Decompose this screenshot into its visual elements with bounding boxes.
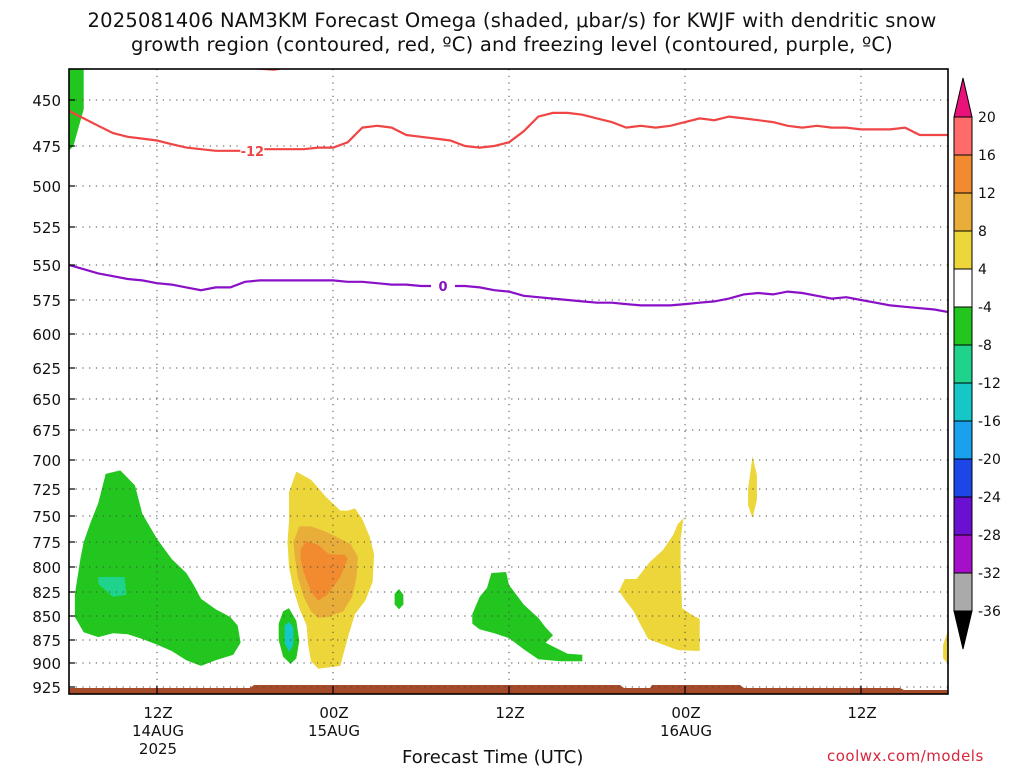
- colorbar-label: -24: [978, 490, 1001, 506]
- x-tick-label: 00Z: [319, 704, 348, 722]
- omega-region-0: [69, 69, 84, 151]
- x-tick-label: 00Z: [671, 704, 700, 722]
- omega-region-2: [98, 577, 127, 597]
- colorbar-label: 4: [978, 262, 987, 278]
- colorbar-arrow-top: [953, 77, 973, 118]
- colorbar-swatch: [953, 306, 973, 346]
- contour-label-bg: [240, 142, 265, 157]
- colorbar-swatch: [953, 344, 973, 384]
- x-tick-label: 15AUG: [308, 722, 360, 740]
- contour-line-2: [69, 263, 948, 314]
- colorbar-swatch: [953, 230, 973, 270]
- colorbar-swatch: [953, 458, 973, 498]
- contour-label-bg: [431, 278, 455, 292]
- y-axis-ticks: 450 475 500 525 550 575 600 625 650 675 700 725 750 7…: [32, 92, 75, 697]
- colorbar-arrow-bottom: [953, 610, 973, 650]
- y-tick-label: 700: [32, 452, 61, 470]
- contour-lines: -12 0: [69, 69, 948, 314]
- colorbar-swatch: [953, 572, 973, 612]
- omega-region-4: [284, 621, 294, 652]
- y-tick-label: 750: [32, 508, 61, 526]
- colorbar-label: -28: [978, 528, 1001, 544]
- colorbar-swatch: [953, 192, 973, 232]
- credit-link[interactable]: coolwx.com/models: [827, 747, 984, 765]
- omega-shaded-regions: [69, 69, 948, 669]
- y-tick-label: 825: [32, 584, 61, 602]
- y-tick-label: 550: [32, 257, 61, 275]
- x-axis-title: Forecast Time (UTC): [402, 747, 584, 768]
- x-tick-label: 14AUG: [132, 722, 184, 740]
- y-tick-label: 875: [32, 632, 61, 650]
- y-tick-label: 725: [32, 481, 61, 499]
- omega-region-12: [943, 630, 948, 664]
- omega-region-1: [74, 470, 241, 666]
- colorbar-label: -4: [978, 300, 992, 316]
- contour-line-0: [69, 110, 948, 152]
- colorbar-swatch: [953, 268, 973, 308]
- y-tick-label: 500: [32, 178, 61, 196]
- contour-label: -12: [241, 145, 265, 160]
- colorbar-label: -12: [978, 376, 1001, 392]
- x-tick-label: 2025: [139, 740, 177, 758]
- contour-label: 0: [438, 280, 447, 295]
- omega-region-5: [394, 589, 404, 610]
- y-tick-label: 775: [32, 534, 61, 552]
- y-tick-label: 525: [32, 219, 61, 237]
- colorbar-label: -16: [978, 414, 1001, 430]
- x-tick-label: 12Z: [143, 704, 172, 722]
- y-tick-label: 800: [32, 559, 61, 577]
- y-tick-label: 900: [32, 655, 61, 673]
- x-tick-label: 12Z: [847, 704, 876, 722]
- chart-title-line2: growth region (contoured, red, ºC) and f…: [131, 33, 893, 56]
- y-tick-label: 675: [32, 422, 61, 440]
- y-tick-label: 600: [32, 326, 61, 344]
- colorbar-swatch: [953, 420, 973, 460]
- colorbar-label: 16: [978, 148, 996, 164]
- x-tick-label: 12Z: [495, 704, 524, 722]
- y-tick-label: 650: [32, 391, 61, 409]
- y-tick-label: 925: [32, 679, 61, 697]
- omega-region-6: [472, 572, 583, 662]
- colorbar-label: 12: [978, 186, 996, 202]
- omega-region-10: [619, 518, 700, 651]
- colorbar-swatch: [953, 496, 973, 536]
- y-tick-label: 850: [32, 608, 61, 626]
- colorbar-label: -8: [978, 338, 992, 354]
- y-tick-label: 575: [32, 292, 61, 310]
- colorbar-label: 20: [978, 110, 996, 126]
- colorbar-swatch: [953, 154, 973, 194]
- colorbar: 20 16 12 8 4 -4 -8 -12 -16 -20 -24 -28 -32 -36: [953, 77, 1001, 650]
- y-tick-label: 475: [32, 138, 61, 156]
- colorbar-swatch: [953, 116, 973, 156]
- omega-region-9: [300, 541, 348, 601]
- colorbar-swatch: [953, 534, 973, 574]
- colorbar-label: -32: [978, 566, 1001, 582]
- colorbar-label: -36: [978, 604, 1001, 620]
- x-tick-label: 16AUG: [660, 722, 712, 740]
- omega-region-11: [748, 456, 757, 519]
- colorbar-label: -20: [978, 452, 1001, 468]
- colorbar-label: 8: [978, 224, 987, 240]
- y-tick-label: 625: [32, 360, 61, 378]
- chart-title-line1: 2025081406 NAM3KM Forecast Omega (shaded…: [87, 9, 937, 32]
- colorbar-swatch: [953, 382, 973, 422]
- y-tick-label: 450: [32, 92, 61, 110]
